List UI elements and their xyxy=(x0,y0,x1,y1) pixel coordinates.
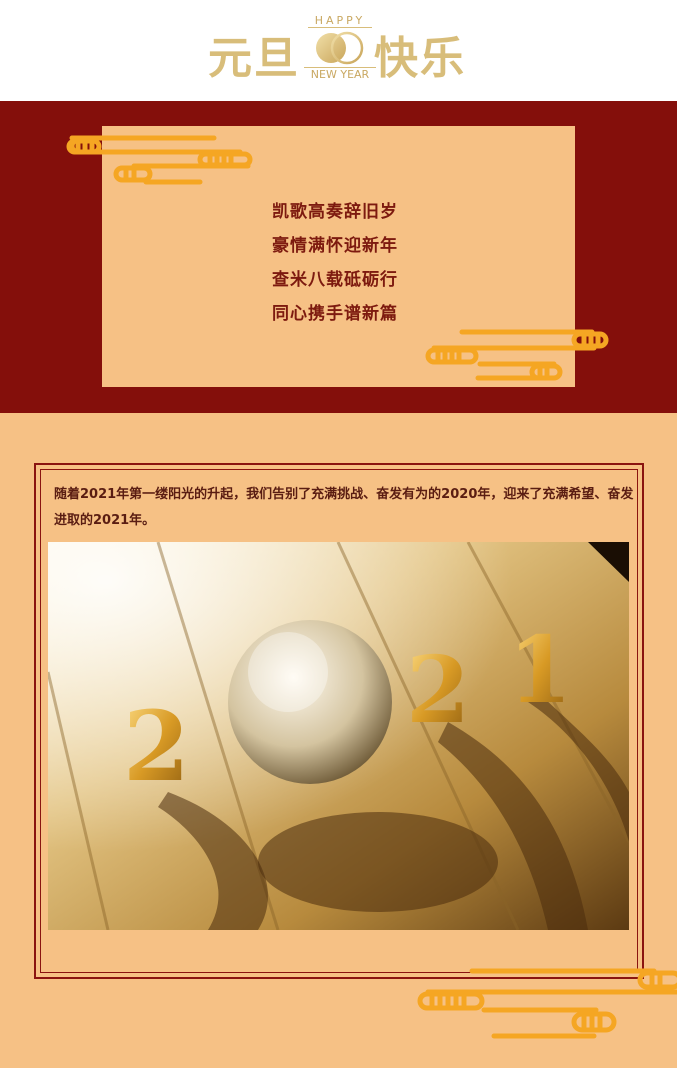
poem-card xyxy=(102,126,575,387)
cloud-bottom-right-icon xyxy=(417,968,677,1039)
poem-line-3: 查米八载砥砺行 xyxy=(272,270,398,290)
crystal-ball xyxy=(228,620,392,784)
poem: 凯歌高奏辞旧岁 豪情满怀迎新年 查米八载砥砺行 同心携手谱新篇 xyxy=(272,200,472,336)
cloud-middle-right-icon xyxy=(425,329,609,381)
title-yuandan: 元旦 xyxy=(208,33,300,84)
new-year-label: NEW YEAR xyxy=(304,67,376,81)
new-year-2021-photo: 2 2 1 xyxy=(48,542,629,930)
poem-line-2: 豪情满怀迎新年 xyxy=(272,236,398,256)
poem-line-1: 凯歌高奏辞旧岁 xyxy=(272,202,398,222)
rings-icon xyxy=(316,31,364,65)
content-frame-outer xyxy=(34,463,644,979)
header: 元旦 HAPPY 快乐 NEW YEAR xyxy=(0,0,677,101)
poem-line-4: 同心携手谱新篇 xyxy=(272,304,398,324)
numeral-2-right: 2 xyxy=(406,636,470,744)
cloud-top-left-icon xyxy=(66,135,253,185)
happy-label: HAPPY xyxy=(308,14,372,28)
content-frame-inner xyxy=(40,469,638,973)
title-kuaile: 快乐 xyxy=(374,33,466,84)
intro-paragraph: 随着2021年第一缕阳光的升起，我们告别了充满挑战、奋发有为的2020年，迎来了… xyxy=(54,487,634,528)
numeral-1: 1 xyxy=(508,616,572,724)
numeral-2-left: 2 xyxy=(123,690,190,803)
